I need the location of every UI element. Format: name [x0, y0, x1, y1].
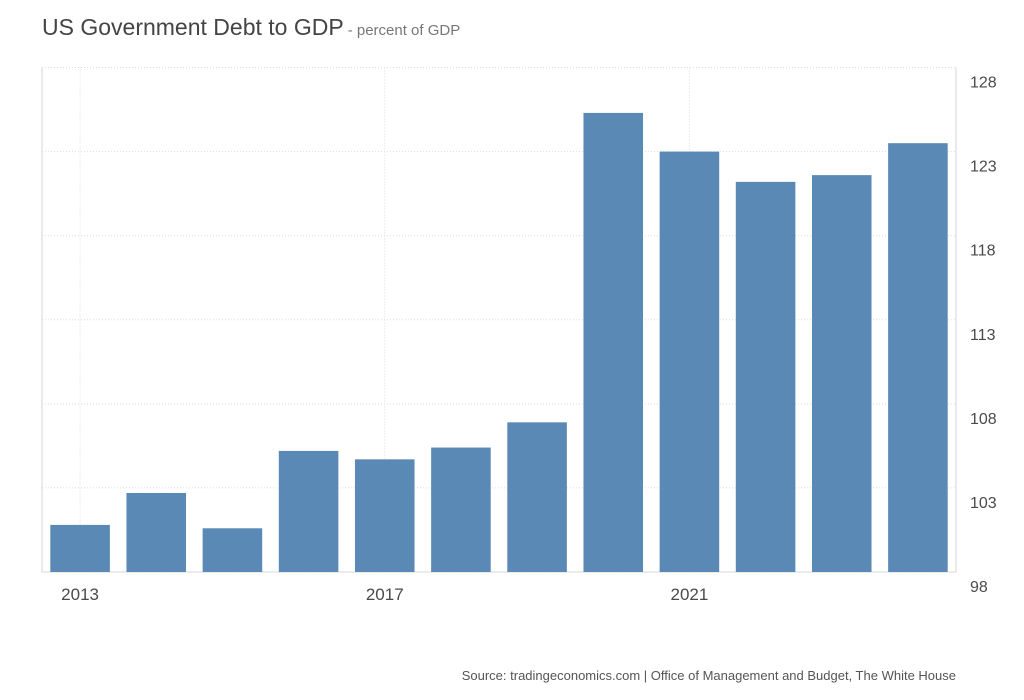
svg-text:128: 128 [970, 75, 997, 92]
svg-text:2021: 2021 [671, 585, 709, 604]
svg-text:113: 113 [970, 327, 996, 344]
svg-text:118: 118 [970, 243, 996, 260]
svg-text:2017: 2017 [366, 585, 404, 604]
svg-text:98: 98 [970, 579, 988, 596]
svg-text:108: 108 [970, 411, 997, 428]
svg-text:123: 123 [970, 159, 997, 176]
svg-text:2013: 2013 [61, 585, 99, 604]
svg-text:103: 103 [970, 495, 997, 512]
